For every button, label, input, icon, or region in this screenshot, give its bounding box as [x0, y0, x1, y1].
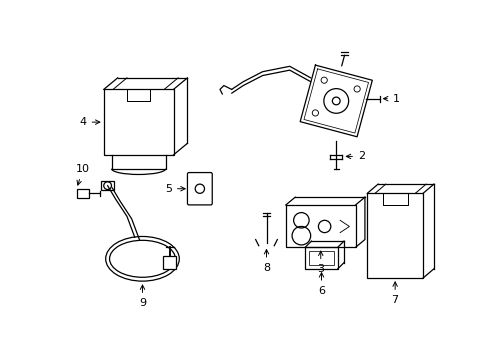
FancyBboxPatch shape [103, 89, 173, 155]
FancyBboxPatch shape [308, 251, 333, 265]
Ellipse shape [255, 235, 277, 244]
FancyBboxPatch shape [163, 256, 176, 269]
Ellipse shape [109, 240, 175, 277]
Text: 4: 4 [80, 117, 100, 127]
Text: 5: 5 [164, 184, 185, 194]
Text: 6: 6 [317, 273, 325, 296]
Text: 7: 7 [391, 282, 398, 305]
FancyBboxPatch shape [366, 193, 422, 278]
Text: 2: 2 [346, 152, 365, 161]
Text: 8: 8 [263, 249, 269, 273]
FancyBboxPatch shape [77, 189, 89, 198]
Text: 10: 10 [76, 164, 90, 185]
Text: 3: 3 [317, 251, 324, 274]
FancyBboxPatch shape [187, 172, 212, 205]
Text: 1: 1 [383, 94, 399, 104]
FancyBboxPatch shape [101, 181, 114, 190]
Ellipse shape [105, 237, 179, 281]
FancyBboxPatch shape [305, 247, 337, 269]
Text: 9: 9 [139, 285, 146, 308]
Ellipse shape [258, 243, 274, 249]
